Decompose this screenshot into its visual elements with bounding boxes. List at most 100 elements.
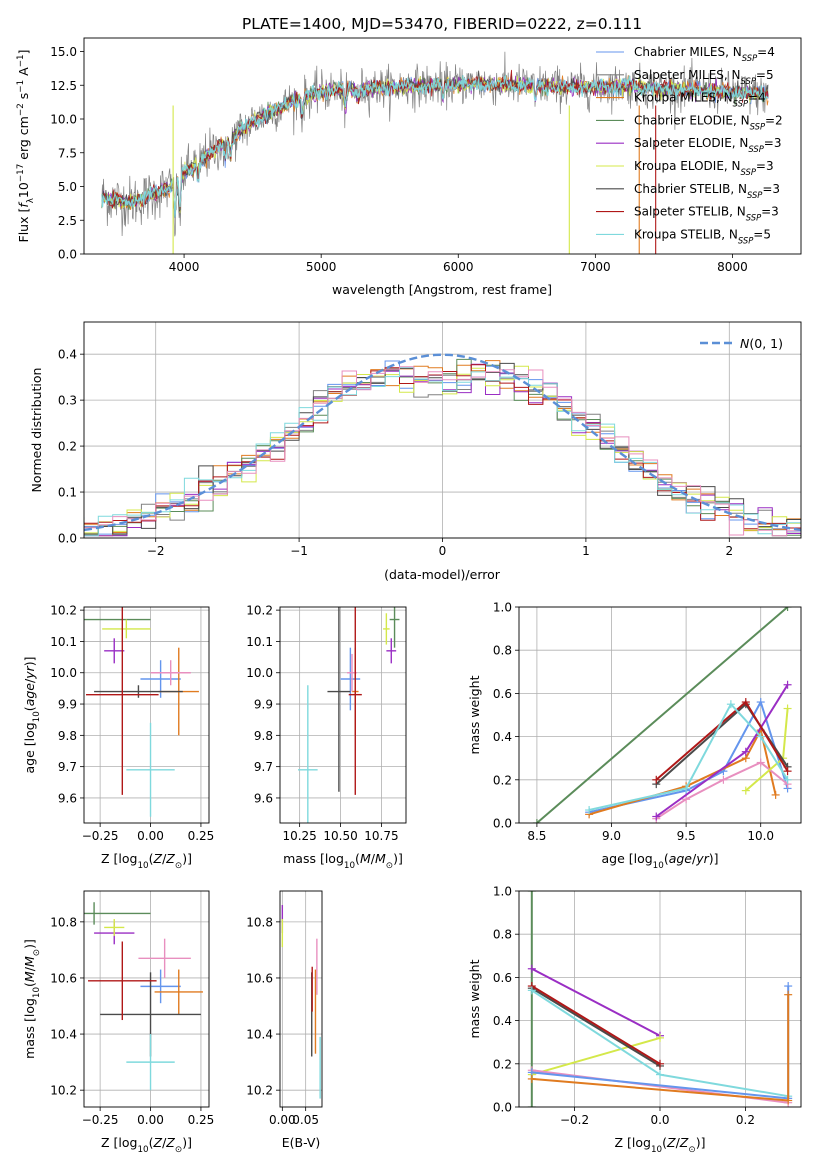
x-tick-label: 5000 <box>306 260 337 274</box>
x-axis-label: Z [log10(Z/Z⊙)] <box>615 1135 706 1155</box>
x-tick-label: 1 <box>582 544 590 558</box>
y-tick-label: 9.9 <box>58 698 77 712</box>
y-tick-label: 9.6 <box>254 791 273 805</box>
plot-area <box>84 607 199 817</box>
y-tick-label: 9.9 <box>254 698 273 712</box>
y-tick-label: 0.0 <box>493 1101 512 1115</box>
x-axis-label: wavelength [Angstrom, rest frame] <box>332 282 552 297</box>
x-tick-label: 0.0 <box>650 1113 669 1127</box>
legend-label: Salpeter MILES, NSSP=5 <box>634 68 774 86</box>
y-tick-label: 10.6 <box>50 971 77 985</box>
x-axis-label: Z [log10(Z/Z⊙)] <box>101 851 192 871</box>
y-axis-label: mass weight <box>467 675 482 754</box>
y-axis-label: age [log10(age/yr)] <box>22 656 42 773</box>
x-tick-label: 2 <box>725 544 733 558</box>
plot-area <box>532 607 792 823</box>
mass-weight-line <box>655 684 789 818</box>
x-tick-label: −0.25 <box>82 829 119 843</box>
plot-area <box>84 353 801 537</box>
x-axis-label: age [log10(age/yr)] <box>601 851 718 871</box>
axes-frame <box>83 37 802 255</box>
grid-lines <box>280 607 406 823</box>
mass-weight-line <box>531 987 661 1067</box>
axes-frame <box>83 606 210 824</box>
x-tick-label: 10.0 <box>747 829 774 843</box>
x-tick-label: 0.00 <box>269 1113 296 1127</box>
y-axis-label: mass [log10(M/M⊙)] <box>22 939 42 1059</box>
y-tick-label: 0.2 <box>493 1057 512 1071</box>
mass-weight-vs-metallicity-panel: −0.2 0.0 0.2 0.0 0.2 0.4 0.6 0.8 1.0 Z [log10(Z/Z… <box>467 885 802 1155</box>
plot-area <box>298 607 400 823</box>
y-tick-label: 9.8 <box>58 729 77 743</box>
legend-label: Salpeter ELODIE, NSSP=3 <box>634 136 782 154</box>
y-tick-label: 0.2 <box>58 440 77 454</box>
age-vs-mass-panel: 10.25 10.50 10.75 9.6 9.7 9.8 9.9 10.0 10.1 10.2 m… <box>246 604 407 871</box>
y-tick-label: 0.0 <box>58 248 77 262</box>
x-axis-label: (data-model)/error <box>384 567 501 582</box>
x-tick-label: 8.5 <box>527 829 546 843</box>
mass-weight-line <box>531 985 661 1065</box>
legend: Chabrier MILES, NSSP=4 Salpeter MILES, NS… <box>596 45 783 245</box>
x-tick-label: −1 <box>290 544 308 558</box>
y-axis-label: mass weight <box>467 959 482 1038</box>
x-tick-label: 0.05 <box>292 1113 319 1127</box>
axes-frame <box>83 321 802 539</box>
y-tick-label: 5.0 <box>58 180 77 194</box>
x-tick-label: 10.75 <box>364 829 398 843</box>
axes-frame <box>518 890 802 1108</box>
histogram-step-line <box>84 367 801 537</box>
y-tick-label: 0.0 <box>493 817 512 831</box>
x-axis-label: mass [log10(M/M⊙)] <box>283 851 403 871</box>
x-tick-label: −0.2 <box>560 1113 589 1127</box>
y-tick-label: 9.8 <box>254 729 273 743</box>
plot-area <box>281 905 321 1099</box>
x-tick-label: 8000 <box>717 260 748 274</box>
y-axis-label: Normed distribution <box>29 368 44 493</box>
y-tick-label: 0.2 <box>493 773 512 787</box>
y-tick-label: 9.7 <box>58 760 77 774</box>
x-tick-label: 10.50 <box>323 829 357 843</box>
y-tick-label: 10.8 <box>50 915 77 929</box>
x-tick-label: 7000 <box>580 260 611 274</box>
y-tick-label: 0.0 <box>58 532 77 546</box>
residual-distribution-panel: −2 −1 0 1 2 0.0 0.1 0.2 0.3 0.4 (data-model)/error… <box>29 321 802 582</box>
y-tick-label: 0.4 <box>493 730 512 744</box>
x-axis-label: Z [log10(Z/Z⊙)] <box>101 1135 192 1155</box>
x-tick-label: 0 <box>439 544 447 558</box>
y-tick-label: 10.1 <box>50 635 77 649</box>
axes-frame <box>83 890 210 1108</box>
x-axis-label: E(B-V) <box>282 1135 321 1150</box>
histogram-step-line <box>84 366 801 537</box>
y-tick-label: 1.0 <box>493 601 512 615</box>
y-tick-label: 10.0 <box>246 666 273 680</box>
y-tick-label: 0.8 <box>493 928 512 942</box>
y-tick-label: 10.4 <box>50 1028 77 1042</box>
histogram-step-line <box>84 360 801 535</box>
plot-area <box>84 902 203 1091</box>
x-tick-label: −0.25 <box>82 1113 119 1127</box>
legend-label: Kroupa ELODIE, NSSP=3 <box>634 159 774 177</box>
legend-label: Kroupa MILES, NSSP=4 <box>634 91 766 109</box>
x-tick-label: 9.0 <box>602 829 621 843</box>
figure-title: PLATE=1400, MJD=53470, FIBERID=0222, z=0… <box>242 15 642 33</box>
grid-lines <box>84 607 209 823</box>
y-tick-label: 0.6 <box>493 971 512 985</box>
y-tick-label: 0.4 <box>493 1014 512 1028</box>
legend-label: Salpeter STELIB, NSSP=3 <box>634 205 779 223</box>
mass-vs-extinction-panel: 0.000.05 10.2 10.4 10.6 10.8 E(B-V) <box>246 890 323 1150</box>
y-tick-label: 10.4 <box>246 1028 273 1042</box>
y-tick-label: 10.2 <box>246 604 273 618</box>
y-tick-label: 7.5 <box>58 146 77 160</box>
y-tick-label: 10.1 <box>246 635 273 649</box>
mass-weight-line <box>588 701 789 814</box>
y-tick-label: 10.2 <box>50 1084 77 1098</box>
y-tick-label: 2.5 <box>58 214 77 228</box>
x-tick-label: 0.25 <box>188 1113 215 1127</box>
y-tick-label: 10.0 <box>50 666 77 680</box>
legend-label: Kroupa STELIB, NSSP=5 <box>634 227 771 245</box>
x-tick-label: 6000 <box>443 260 474 274</box>
axes-frame <box>279 890 323 1108</box>
normal-reference-curve <box>84 353 801 532</box>
y-tick-label: 12.5 <box>50 79 77 93</box>
